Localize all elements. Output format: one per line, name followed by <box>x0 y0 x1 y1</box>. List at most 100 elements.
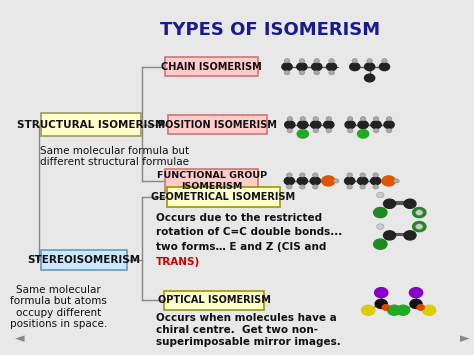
Circle shape <box>374 288 388 298</box>
Circle shape <box>393 179 399 183</box>
Circle shape <box>287 173 292 177</box>
Circle shape <box>410 299 422 308</box>
Text: Occurs when molecules have a
chiral centre.  Get two non-
superimposable mirror : Occurs when molecules have a chiral cent… <box>156 313 341 346</box>
Circle shape <box>422 305 436 315</box>
Circle shape <box>297 63 307 71</box>
Text: FUNCTIONAL GROUP
ISOMERISM: FUNCTIONAL GROUP ISOMERISM <box>157 171 267 191</box>
Text: ►: ► <box>460 333 470 345</box>
Circle shape <box>360 185 365 189</box>
Text: ◄: ◄ <box>15 333 24 345</box>
Circle shape <box>300 117 306 121</box>
Circle shape <box>347 173 353 177</box>
Circle shape <box>412 222 426 232</box>
Circle shape <box>284 59 290 63</box>
Circle shape <box>298 121 308 129</box>
Circle shape <box>360 173 365 177</box>
Circle shape <box>416 210 423 215</box>
Circle shape <box>404 199 416 208</box>
Circle shape <box>374 117 379 121</box>
Circle shape <box>322 176 335 186</box>
Circle shape <box>373 185 378 189</box>
Circle shape <box>347 117 353 121</box>
Circle shape <box>384 121 394 129</box>
Circle shape <box>326 117 332 121</box>
Circle shape <box>382 305 390 310</box>
Circle shape <box>404 231 416 240</box>
Circle shape <box>362 305 375 315</box>
Circle shape <box>284 71 290 75</box>
Text: POSITION ISOMERISM: POSITION ISOMERISM <box>158 120 277 130</box>
Circle shape <box>358 121 368 129</box>
Circle shape <box>382 176 395 186</box>
Circle shape <box>396 305 410 315</box>
Circle shape <box>312 173 318 177</box>
Circle shape <box>333 179 339 183</box>
Circle shape <box>373 173 378 177</box>
Circle shape <box>314 59 319 63</box>
Text: CHAIN ISOMERISM: CHAIN ISOMERISM <box>162 62 262 72</box>
Circle shape <box>376 224 384 229</box>
Circle shape <box>382 59 387 63</box>
Circle shape <box>374 129 379 133</box>
Circle shape <box>287 117 292 121</box>
Circle shape <box>312 185 318 189</box>
Text: STRUCTURAL ISOMERISM: STRUCTURAL ISOMERISM <box>17 120 165 130</box>
FancyBboxPatch shape <box>165 169 258 193</box>
FancyBboxPatch shape <box>165 57 258 76</box>
Text: STEREOISOMERISM: STEREOISOMERISM <box>27 255 141 265</box>
Circle shape <box>386 129 392 133</box>
Circle shape <box>360 117 366 121</box>
FancyBboxPatch shape <box>167 186 280 207</box>
Circle shape <box>310 177 320 185</box>
Circle shape <box>284 177 294 185</box>
FancyBboxPatch shape <box>164 291 264 310</box>
Circle shape <box>297 130 309 138</box>
Text: Occurs due to the restricted: Occurs due to the restricted <box>156 213 322 223</box>
Circle shape <box>374 239 387 249</box>
Circle shape <box>347 185 353 189</box>
FancyBboxPatch shape <box>41 250 127 270</box>
Text: rotation of C=C double bonds...: rotation of C=C double bonds... <box>156 227 342 237</box>
Circle shape <box>357 130 369 138</box>
Circle shape <box>379 63 390 71</box>
Text: Same molecular formula but
different structural formulae: Same molecular formula but different str… <box>40 146 189 168</box>
Circle shape <box>310 121 321 129</box>
Text: two forms… E and Z (CIS and: two forms… E and Z (CIS and <box>156 242 327 252</box>
Text: TYPES OF ISOMERISM: TYPES OF ISOMERISM <box>160 21 380 39</box>
Circle shape <box>313 117 319 121</box>
Circle shape <box>410 288 423 298</box>
Circle shape <box>326 129 332 133</box>
Circle shape <box>371 177 381 185</box>
Circle shape <box>374 207 387 218</box>
Circle shape <box>345 121 355 129</box>
Circle shape <box>375 299 387 308</box>
Circle shape <box>300 185 305 189</box>
Text: TRANS): TRANS) <box>156 257 201 267</box>
Text: OPTICAL ISOMERISM: OPTICAL ISOMERISM <box>158 295 271 305</box>
Circle shape <box>329 59 334 63</box>
FancyBboxPatch shape <box>168 115 267 135</box>
Circle shape <box>314 71 319 75</box>
Circle shape <box>367 59 373 63</box>
Circle shape <box>327 63 337 71</box>
Circle shape <box>287 185 292 189</box>
Circle shape <box>417 305 424 310</box>
Circle shape <box>371 121 381 129</box>
Circle shape <box>311 63 322 71</box>
Circle shape <box>299 71 305 75</box>
Circle shape <box>324 121 334 129</box>
Circle shape <box>329 71 334 75</box>
Circle shape <box>383 199 396 208</box>
Circle shape <box>365 74 375 82</box>
FancyBboxPatch shape <box>41 113 141 136</box>
Circle shape <box>299 59 305 63</box>
Circle shape <box>357 177 368 185</box>
Circle shape <box>388 305 401 315</box>
Circle shape <box>386 117 392 121</box>
Text: Same molecular
formula but atoms
occupy different
positions in space.: Same molecular formula but atoms occupy … <box>10 285 108 329</box>
Text: GEOMETRICAL ISOMERISM: GEOMETRICAL ISOMERISM <box>151 192 295 202</box>
Circle shape <box>376 192 384 198</box>
Circle shape <box>297 177 308 185</box>
Circle shape <box>347 129 353 133</box>
Circle shape <box>412 207 426 218</box>
